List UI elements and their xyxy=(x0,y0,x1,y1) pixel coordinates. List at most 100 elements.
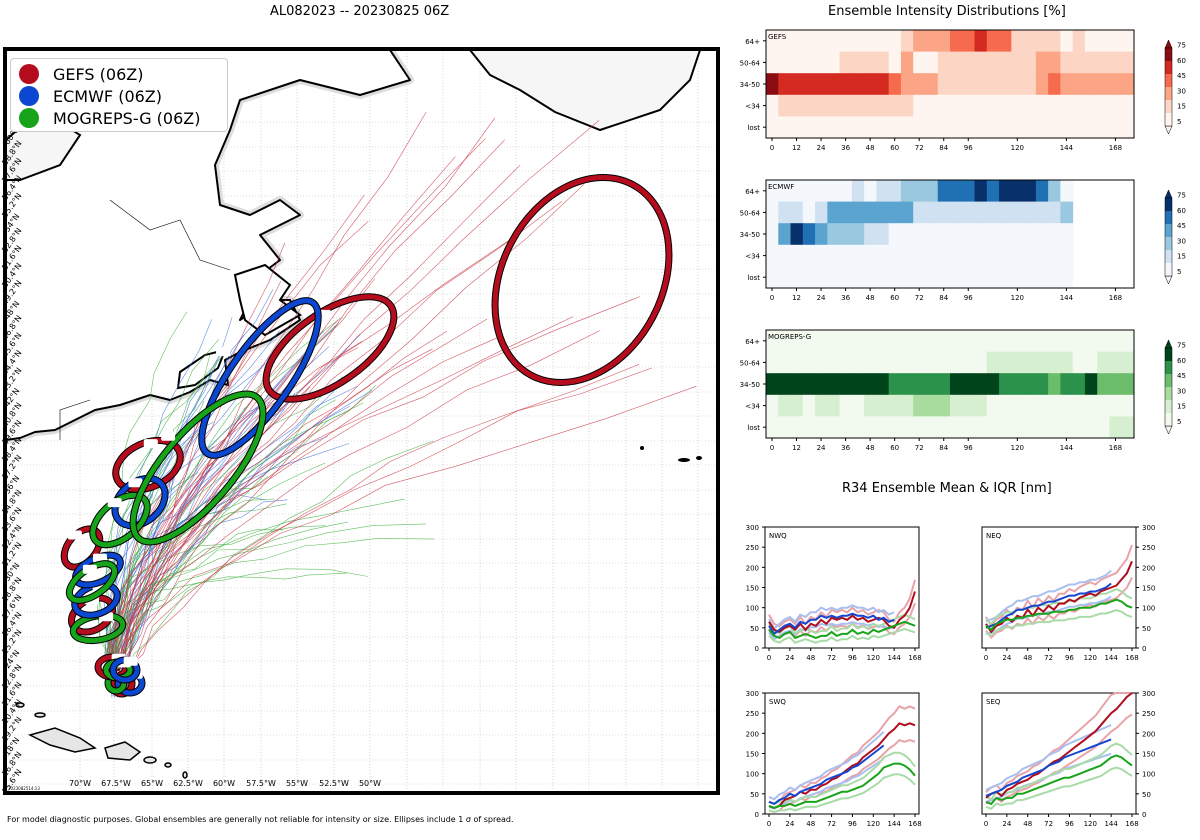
heatmap-cell xyxy=(962,266,976,289)
forecast-ellipse xyxy=(130,391,266,545)
heatmap-cell xyxy=(778,373,792,396)
colorbar-tick: 60 xyxy=(1177,357,1186,365)
heatmap-cell xyxy=(1035,394,1049,417)
heatmap-cell xyxy=(999,266,1012,289)
heatmap-cell xyxy=(1035,73,1049,96)
colorbar-segment xyxy=(1165,87,1172,100)
heatmap-cell xyxy=(913,51,926,74)
heatmap-cell xyxy=(851,116,865,139)
heatmap-cell xyxy=(1072,330,1086,353)
heatmap-cell xyxy=(999,180,1012,203)
legend-label: MOGREPS-G (06Z) xyxy=(53,108,201,128)
heatmap-cell xyxy=(986,116,1000,139)
heatmap-cell xyxy=(802,416,816,439)
heatmap-row-label: <34 xyxy=(745,253,760,261)
legend-item-ecmwf: ECMWF (06Z) xyxy=(19,85,162,107)
heatmap-cell xyxy=(974,394,988,417)
r34-x-tick: 24 xyxy=(785,654,794,662)
heatmap-cell xyxy=(839,266,853,289)
heatmap-cell xyxy=(839,223,853,246)
heatmap-cell xyxy=(900,201,914,224)
heatmap-cell xyxy=(937,223,951,246)
heatmap-row-label: 50-64 xyxy=(740,209,761,217)
heatmap-cell xyxy=(864,330,877,353)
r34-y-tick: 100 xyxy=(746,605,759,613)
r34-x-tick: 168 xyxy=(1125,654,1138,662)
heatmap-cell xyxy=(802,351,816,374)
heatmap-x-tick: 12 xyxy=(792,444,801,452)
heatmap-cell xyxy=(827,394,841,417)
heatmap-cell xyxy=(815,223,828,246)
r34-x-tick: 72 xyxy=(1044,654,1053,662)
heatmap-cell xyxy=(876,394,890,417)
heatmap-cell xyxy=(790,73,804,96)
heatmap-cell xyxy=(962,116,976,139)
heatmap-cell xyxy=(1109,73,1123,96)
r34-panel-seq: SEQ 0 24 48 72 96 120 144 168 0 50 100 150 200 250 300 xyxy=(981,690,1155,828)
heatmap-cell xyxy=(851,73,865,96)
heatmap-gefs: GEFS 64+ 50-64 34-50 <34 lost 0 12 24 36 48 60 72 84 9… xyxy=(740,29,1186,152)
heatmap-cell xyxy=(1035,223,1049,246)
heatmap-cell xyxy=(937,330,951,353)
r34-x-tick: 0 xyxy=(767,820,771,828)
heatmap-cell xyxy=(1023,244,1037,267)
heatmap-row-label: 34-50 xyxy=(740,381,760,389)
heatmap-cell xyxy=(839,180,853,203)
track-line xyxy=(115,278,376,696)
heatmap-cell xyxy=(1048,244,1061,267)
heatmap-cell xyxy=(827,266,841,289)
heatmap-cell xyxy=(1097,351,1110,374)
r34-y-tick: 0 xyxy=(755,811,759,819)
heatmap-x-tick: 144 xyxy=(1060,144,1074,152)
heatmap-cell xyxy=(999,116,1012,139)
heatmap-cell xyxy=(1109,30,1123,53)
heatmap-cell xyxy=(1011,266,1025,289)
heatmap-cell xyxy=(815,30,828,53)
intensity-heatmaps: GEFS 64+ 50-64 34-50 <34 lost 0 12 24 36 48 60 72 84 9… xyxy=(740,29,1186,452)
heatmap-cell xyxy=(950,94,963,117)
heatmap-cell xyxy=(827,330,841,353)
heatmap-cell xyxy=(864,94,877,117)
heatmap-cell xyxy=(1060,94,1074,117)
heatmap-cell xyxy=(1072,416,1086,439)
heatmap-cell xyxy=(1121,94,1135,117)
heatmap-cell xyxy=(1084,373,1098,396)
heatmap-cell xyxy=(1084,51,1098,74)
iqr-lower-line xyxy=(768,773,916,814)
colorbar-tick: 15 xyxy=(1177,103,1186,111)
heatmap-cell xyxy=(876,223,890,246)
heatmap-cell xyxy=(1072,116,1086,139)
lon-label: 55°W xyxy=(286,779,308,788)
heatmap-cell xyxy=(1060,116,1074,139)
heatmap-cell xyxy=(913,73,926,96)
heatmap-cell xyxy=(913,201,926,224)
heatmap-cell xyxy=(1011,351,1025,374)
r34-title: R34 Ensemble Mean & IQR [nm] xyxy=(842,481,1052,496)
colorbar-tick: 45 xyxy=(1177,72,1186,80)
ellipse-label-bg xyxy=(143,439,158,449)
heatmap-cell xyxy=(1023,180,1037,203)
ellipse-label-bg xyxy=(123,656,138,666)
heatmap-cell xyxy=(925,30,939,53)
heatmap-cell xyxy=(802,116,816,139)
heatmap-cell xyxy=(1097,373,1110,396)
heatmap-cell xyxy=(937,394,951,417)
r34-y-tick: 100 xyxy=(1142,605,1155,613)
iqr-upper-line xyxy=(768,751,916,805)
track-line xyxy=(125,330,448,692)
track-line xyxy=(116,111,427,696)
r34-y-tick: 0 xyxy=(1142,811,1146,819)
map-legend: GEFS (06Z) ECMWF (06Z) MOGREPS-G (06Z) xyxy=(10,58,228,132)
heatmap-cell xyxy=(1011,223,1025,246)
heatmap-cell xyxy=(974,116,988,139)
heatmap-cell xyxy=(839,373,853,396)
heatmap-cell xyxy=(962,394,976,417)
r34-x-tick: 144 xyxy=(1104,820,1118,828)
heatmap-cell xyxy=(1097,416,1110,439)
heatmap-cell xyxy=(1097,116,1110,139)
heatmap-panel-label: MOGREPS-G xyxy=(768,333,811,341)
heatmap-cell xyxy=(937,373,951,396)
heatmap-cell xyxy=(1023,201,1037,224)
heatmap-x-tick: 72 xyxy=(915,294,924,302)
colorbar-segment xyxy=(1165,237,1172,250)
